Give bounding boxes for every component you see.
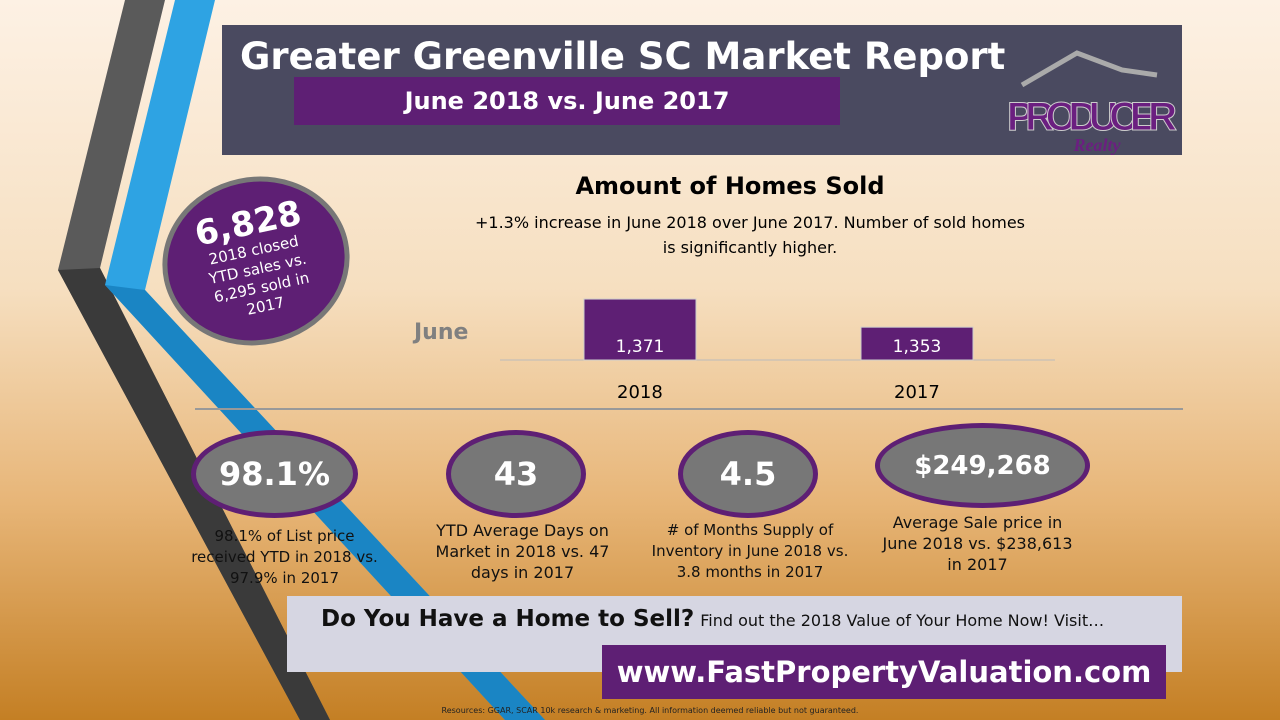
avg-price-text: Average Sale price in June 2018 vs. $238… [882, 513, 1073, 574]
list-price-badge: 98.1% [191, 430, 358, 518]
divider [195, 408, 1183, 410]
series-label: June [414, 320, 469, 345]
cta-box: Do You Have a Home to Sell? Find out the … [287, 596, 1182, 672]
x-label-2017: 2017 [894, 382, 940, 403]
days-on-market-badge: 43 [446, 430, 586, 518]
chart-title: Amount of Homes Sold [575, 172, 885, 200]
days-on-market-text: YTD Average Days on Market in 2018 vs. 4… [435, 521, 610, 582]
data-label-2017: 1,353 [893, 337, 942, 357]
header-banner: Greater Greenville SC Market Report June… [222, 25, 1182, 155]
data-label-2018: 1,371 [616, 337, 665, 357]
bar-2018 [583, 298, 697, 361]
avg-price-badge: $249,268 [875, 423, 1090, 508]
report-subtitle: June 2018 vs. June 2017 [294, 77, 840, 125]
svg-text:Realty: Realty [1073, 135, 1122, 155]
report-title: Greater Greenville SC Market Report [240, 35, 1006, 78]
x-label-2018: 2018 [617, 382, 663, 403]
homes-sold-chart: 1,371 1,353 [500, 298, 1055, 361]
list-price-text: 98.1% of List price received YTD in 2018… [191, 527, 378, 587]
website-link[interactable]: www.FastPropertyValuation.com [602, 645, 1166, 699]
producer-realty-logo: PRODUCER Realty [1007, 50, 1178, 155]
months-supply-text: # of Months Supply of Inventory in June … [651, 521, 849, 581]
cta-heading: Do You Have a Home to Sell? [321, 606, 695, 632]
chart-subtitle: +1.3% increase in June 2018 over June 20… [474, 213, 1026, 257]
footer-resources: Resources: GGAR, SCAR 10k research & mar… [441, 706, 859, 715]
cta-text: Find out the 2018 Value of Your Home Now… [700, 611, 1105, 630]
bar-2017 [860, 326, 974, 361]
months-supply-badge: 4.5 [678, 430, 818, 518]
svg-text:PRODUCER: PRODUCER [1007, 95, 1177, 139]
